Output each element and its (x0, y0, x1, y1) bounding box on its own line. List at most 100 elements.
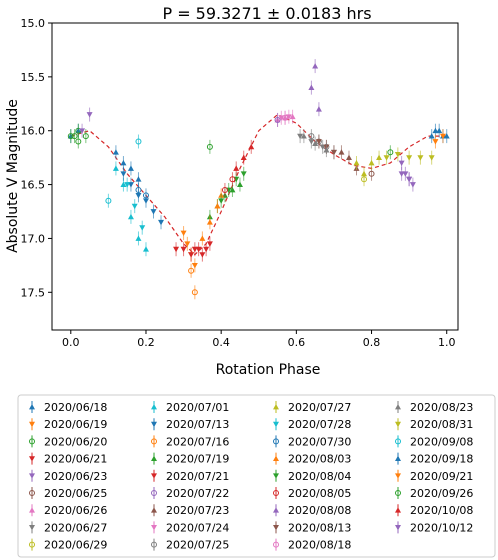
legend-item: 2020/08/03 (273, 452, 351, 466)
legend-marker (395, 438, 401, 445)
data-point (282, 114, 289, 121)
data-point (409, 182, 416, 188)
legend-marker (273, 438, 279, 445)
legend-label: 2020/09/26 (410, 487, 473, 500)
legend-item: 2020/08/04 (273, 469, 351, 483)
y-tick-label: 16.5 (21, 179, 46, 192)
data-point (127, 165, 134, 171)
data-point (236, 181, 243, 187)
legend-label: 2020/06/25 (44, 487, 107, 500)
legend-item: 2020/06/21 (29, 452, 107, 466)
legend-marker (29, 473, 35, 479)
legend-item: 2020/09/26 (395, 487, 473, 500)
legend-item: 2020/07/13 (151, 418, 229, 431)
data-point (79, 128, 86, 134)
y-axis-ticks: 15.0 15.5 16.0 16.5 17.0 17.5 (21, 17, 52, 299)
data-point (142, 246, 149, 252)
data-point (158, 219, 165, 226)
data-point (105, 197, 112, 204)
series-2020-07-30 (135, 182, 149, 203)
data-point (135, 138, 142, 145)
legend-label: 2020/08/03 (288, 453, 351, 466)
data-point (368, 170, 375, 177)
fit-curve (70, 113, 447, 256)
data-point (345, 154, 352, 161)
legend-label: 2020/07/28 (288, 418, 351, 431)
legend-label: 2020/08/31 (410, 418, 473, 431)
legend-item: 2020/10/08 (395, 504, 473, 517)
data-point (315, 106, 322, 112)
legend-label: 2020/09/08 (410, 435, 473, 448)
series-2020-09-21 (432, 129, 446, 149)
legend-marker (273, 525, 279, 531)
data-point (285, 114, 292, 120)
legend-marker (395, 421, 401, 428)
legend-item: 2020/08/08 (273, 504, 351, 517)
data-point (127, 182, 134, 188)
data-point (139, 225, 146, 231)
data-point (206, 143, 213, 150)
data-point (71, 133, 78, 140)
y-tick-label: 17.0 (21, 232, 46, 245)
axes-frame (51, 22, 459, 331)
legend-label: 2020/09/21 (410, 470, 473, 483)
data-point (300, 133, 307, 139)
data-point (67, 133, 74, 140)
data-point (240, 171, 247, 177)
series-2020-07-21 (191, 236, 213, 262)
series-2020-10-12 (79, 107, 413, 187)
data-point (188, 267, 195, 274)
legend-label: 2020/07/22 (166, 487, 229, 500)
legend-marker (29, 421, 35, 428)
data-point (308, 84, 315, 91)
data-point (199, 252, 206, 258)
data-point (428, 133, 435, 139)
y-tick-label: 16.0 (21, 125, 46, 138)
x-tick-label: 0.6 (288, 336, 306, 349)
legend-item: 2020/06/25 (29, 487, 107, 500)
legend-frame (17, 394, 496, 558)
legend-label: 2020/07/23 (166, 504, 229, 517)
y-tick-label: 15.0 (21, 17, 46, 30)
data-point (432, 139, 439, 145)
data-point (206, 219, 213, 225)
data-point (131, 203, 138, 210)
series-2020-07-16 (188, 263, 198, 300)
data-point (191, 262, 198, 269)
data-point (127, 213, 134, 220)
legend-marker (273, 507, 279, 513)
data-point (184, 241, 191, 247)
data-point (120, 160, 127, 166)
series-2020-07-01 (112, 161, 149, 257)
data-point (330, 149, 337, 156)
legend-label: 2020/07/24 (166, 521, 229, 534)
data-point (312, 140, 319, 147)
legend-marker (395, 455, 401, 461)
legend-label: 2020/08/05 (288, 487, 351, 500)
data-point (150, 209, 157, 215)
legend-marker (151, 421, 157, 428)
data-point (428, 155, 435, 161)
legend-marker (151, 525, 157, 531)
data-point (368, 160, 375, 166)
data-point (180, 246, 187, 253)
data-point (417, 155, 424, 161)
data-point (191, 246, 198, 253)
series-2020-08-23 (300, 129, 330, 158)
legend-item: 2020/07/01 (151, 401, 229, 414)
series-2020-07-27 (353, 150, 383, 181)
legend-marker (29, 404, 35, 410)
legend-label: 2020/08/23 (410, 401, 473, 414)
legend-marker (395, 473, 401, 479)
series-2020-08-03 (199, 188, 225, 246)
data-point (191, 289, 198, 296)
data-point (233, 165, 240, 171)
data-point (443, 133, 450, 139)
data-point (218, 198, 225, 204)
legend-item: 2020/06/23 (29, 469, 107, 483)
legend-item: 2020/06/18 (29, 401, 107, 414)
legend-item: 2020/08/13 (273, 521, 351, 534)
data-point (195, 246, 202, 253)
legend-label: 2020/08/18 (288, 539, 351, 552)
x-tick-label: 0.8 (363, 336, 381, 349)
